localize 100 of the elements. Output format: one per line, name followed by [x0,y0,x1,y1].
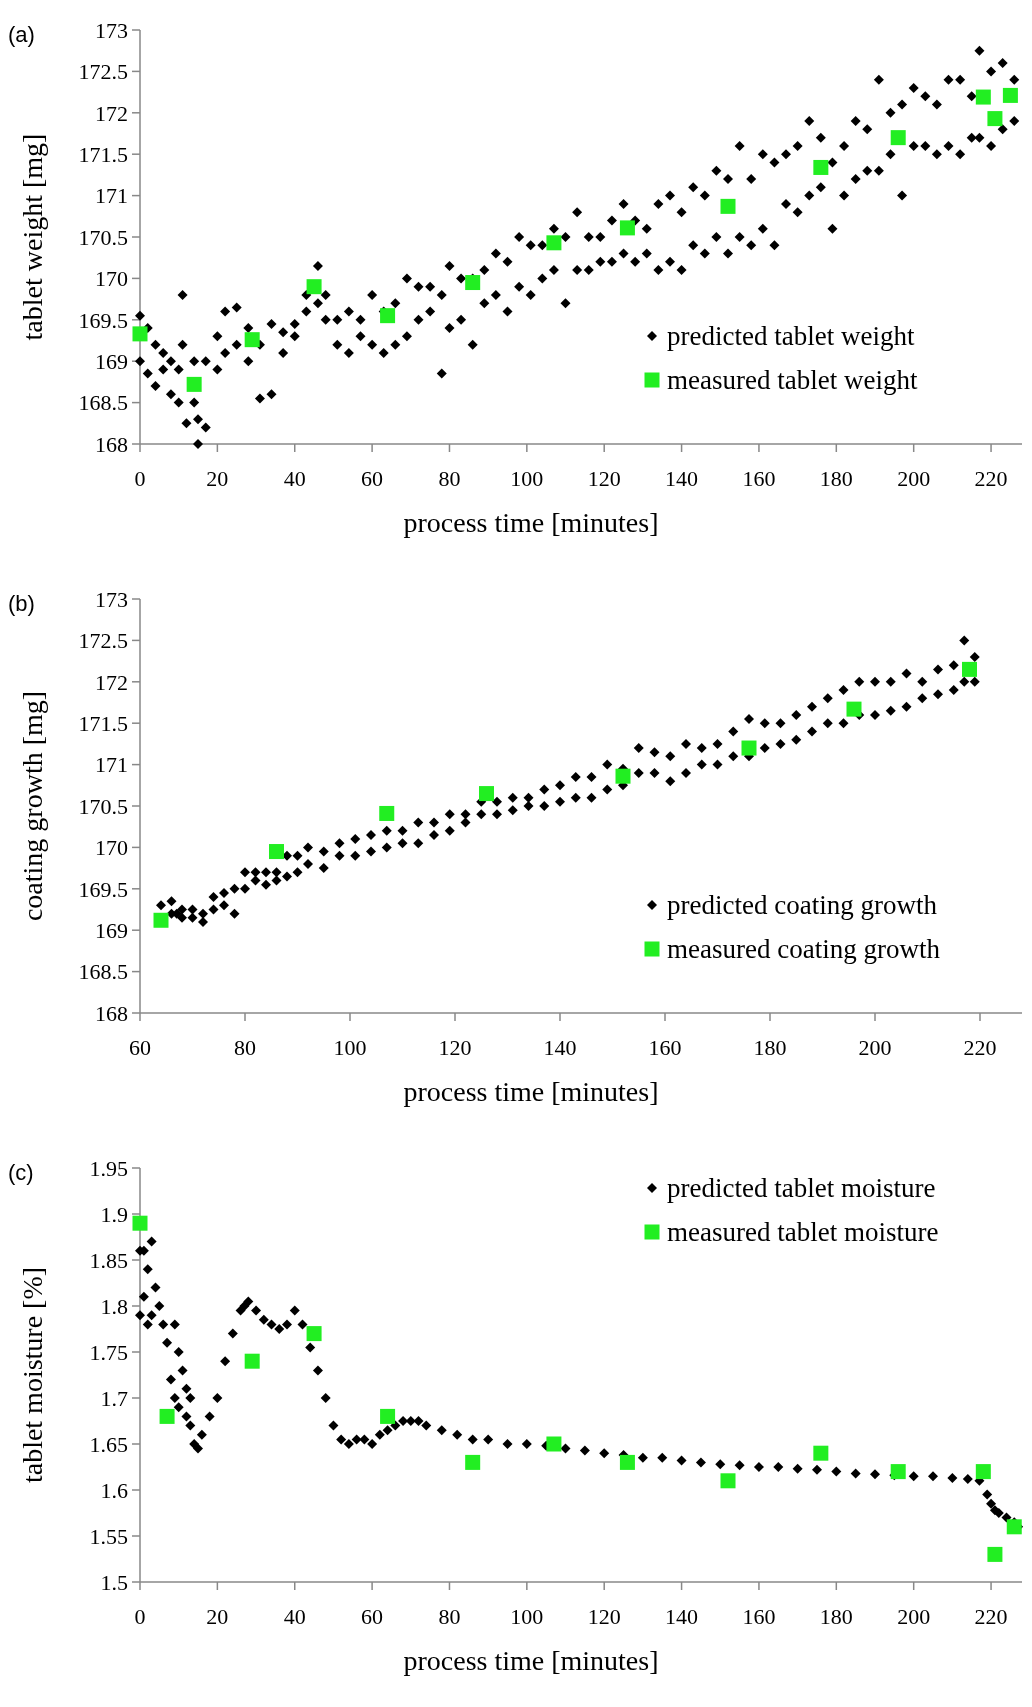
point [269,844,284,860]
x-tick-label: 120 [587,466,621,491]
legend-label: predicted tablet moisture [667,1173,936,1204]
y-tick-label: 168 [95,1000,128,1026]
y-tick-label: 169 [95,917,128,943]
y-tick-label: 173 [95,17,128,43]
x-tick-label: 160 [648,1035,682,1060]
x-tick-label: 80 [438,1604,461,1629]
x-tick-label: 100 [333,1035,367,1060]
y-tick-label: 1.75 [89,1339,128,1365]
x-tick-label: 20 [206,1604,229,1629]
y-tick-label: 172 [95,669,128,695]
y-tick-label: 172.5 [78,59,128,85]
x-tick-label: 120 [587,1604,621,1629]
point [546,235,562,251]
x-tick-label: 220 [974,466,1008,491]
x-tick-label: 40 [283,1604,306,1629]
point [132,1215,148,1231]
point [380,308,396,324]
text: (b) [8,591,35,616]
legend-label: measured tablet weight [667,365,918,396]
y-tick-label: 169.5 [78,307,128,333]
text: (a) [8,22,35,47]
x-tick-label: 60 [361,1604,384,1629]
point [186,376,202,392]
x-axis-title: process time [minutes] [403,1645,659,1676]
y-tick-label: 172.5 [78,628,128,654]
point [380,1408,396,1424]
y-tick-label: 1.95 [89,1155,128,1181]
x-tick-label: 60 [361,466,384,491]
point [975,1464,991,1480]
y-tick-label: 1.65 [89,1431,128,1457]
y-tick-label: 173 [95,586,128,612]
point [465,275,481,291]
y-axis-title: coating growth [mg] [17,690,48,922]
x-tick-label: 180 [819,466,853,491]
x-tick-label: 200 [897,1604,931,1629]
text: (c) [8,1160,34,1185]
point [465,1454,481,1470]
x-tick-label: 160 [742,1604,776,1629]
point [813,1445,829,1461]
point [1006,1519,1022,1535]
y-tick-label: 170.5 [78,793,128,819]
x-tick-label: 220 [963,1035,997,1060]
x-axis-title: process time [minutes] [403,1076,659,1107]
x-tick-label: 20 [206,466,229,491]
point [975,89,991,105]
point [306,1326,322,1342]
x-tick-label: 0 [134,1604,146,1629]
y-tick-label: 170 [95,835,128,861]
y-tick-label: 1.5 [100,1569,128,1595]
point [720,198,736,214]
y-axis-title: tablet moisture [%] [17,1266,48,1484]
point [890,1464,906,1480]
legend-label: predicted coating growth [667,890,938,921]
x-tick-label: 140 [665,466,699,491]
point [479,786,494,802]
y-tick-label: 168 [95,431,128,457]
x-tick-label: 100 [510,466,544,491]
point [962,661,977,677]
point [132,326,148,342]
y-tick-label: 1.85 [89,1247,128,1273]
x-axis-title: process time [minutes] [403,507,659,538]
x-tick-label: 120 [438,1035,472,1060]
x-tick-label: 80 [234,1035,256,1060]
point [813,159,829,175]
x-tick-label: 140 [543,1035,577,1060]
y-axis-title: tablet weight [mg] [17,133,48,341]
point [987,111,1003,127]
y-tick-label: 172 [95,100,128,126]
y-tick-label: 170 [95,266,128,292]
legend-label: measured tablet moisture [667,1217,939,1248]
x-tick-label: 180 [819,1604,853,1629]
x-tick-label: 160 [742,466,776,491]
y-tick-label: 1.8 [100,1293,128,1319]
x-tick-label: 220 [974,1604,1008,1629]
point [890,130,906,146]
y-tick-label: 171.5 [78,141,128,167]
y-tick-label: 1.55 [89,1523,128,1549]
y-tick-label: 171.5 [78,710,128,736]
point [619,1454,635,1470]
point [846,701,862,717]
x-tick-label: 60 [129,1035,151,1060]
x-tick-label: 100 [510,1604,544,1629]
legend-label: measured coating growth [667,934,941,965]
x-tick-label: 180 [753,1035,787,1060]
point [741,740,757,756]
y-tick-label: 1.6 [100,1477,128,1503]
y-tick-label: 170.5 [78,224,128,250]
point [720,1473,736,1489]
point [546,1436,562,1452]
point [244,1353,260,1369]
legend-label: predicted tablet weight [667,321,915,352]
point [379,805,395,821]
y-tick-label: 169 [95,348,128,374]
y-tick-label: 171 [95,183,128,209]
point [619,220,635,236]
x-tick-label: 200 [897,466,931,491]
point [1002,87,1018,103]
x-tick-label: 140 [665,1604,699,1629]
